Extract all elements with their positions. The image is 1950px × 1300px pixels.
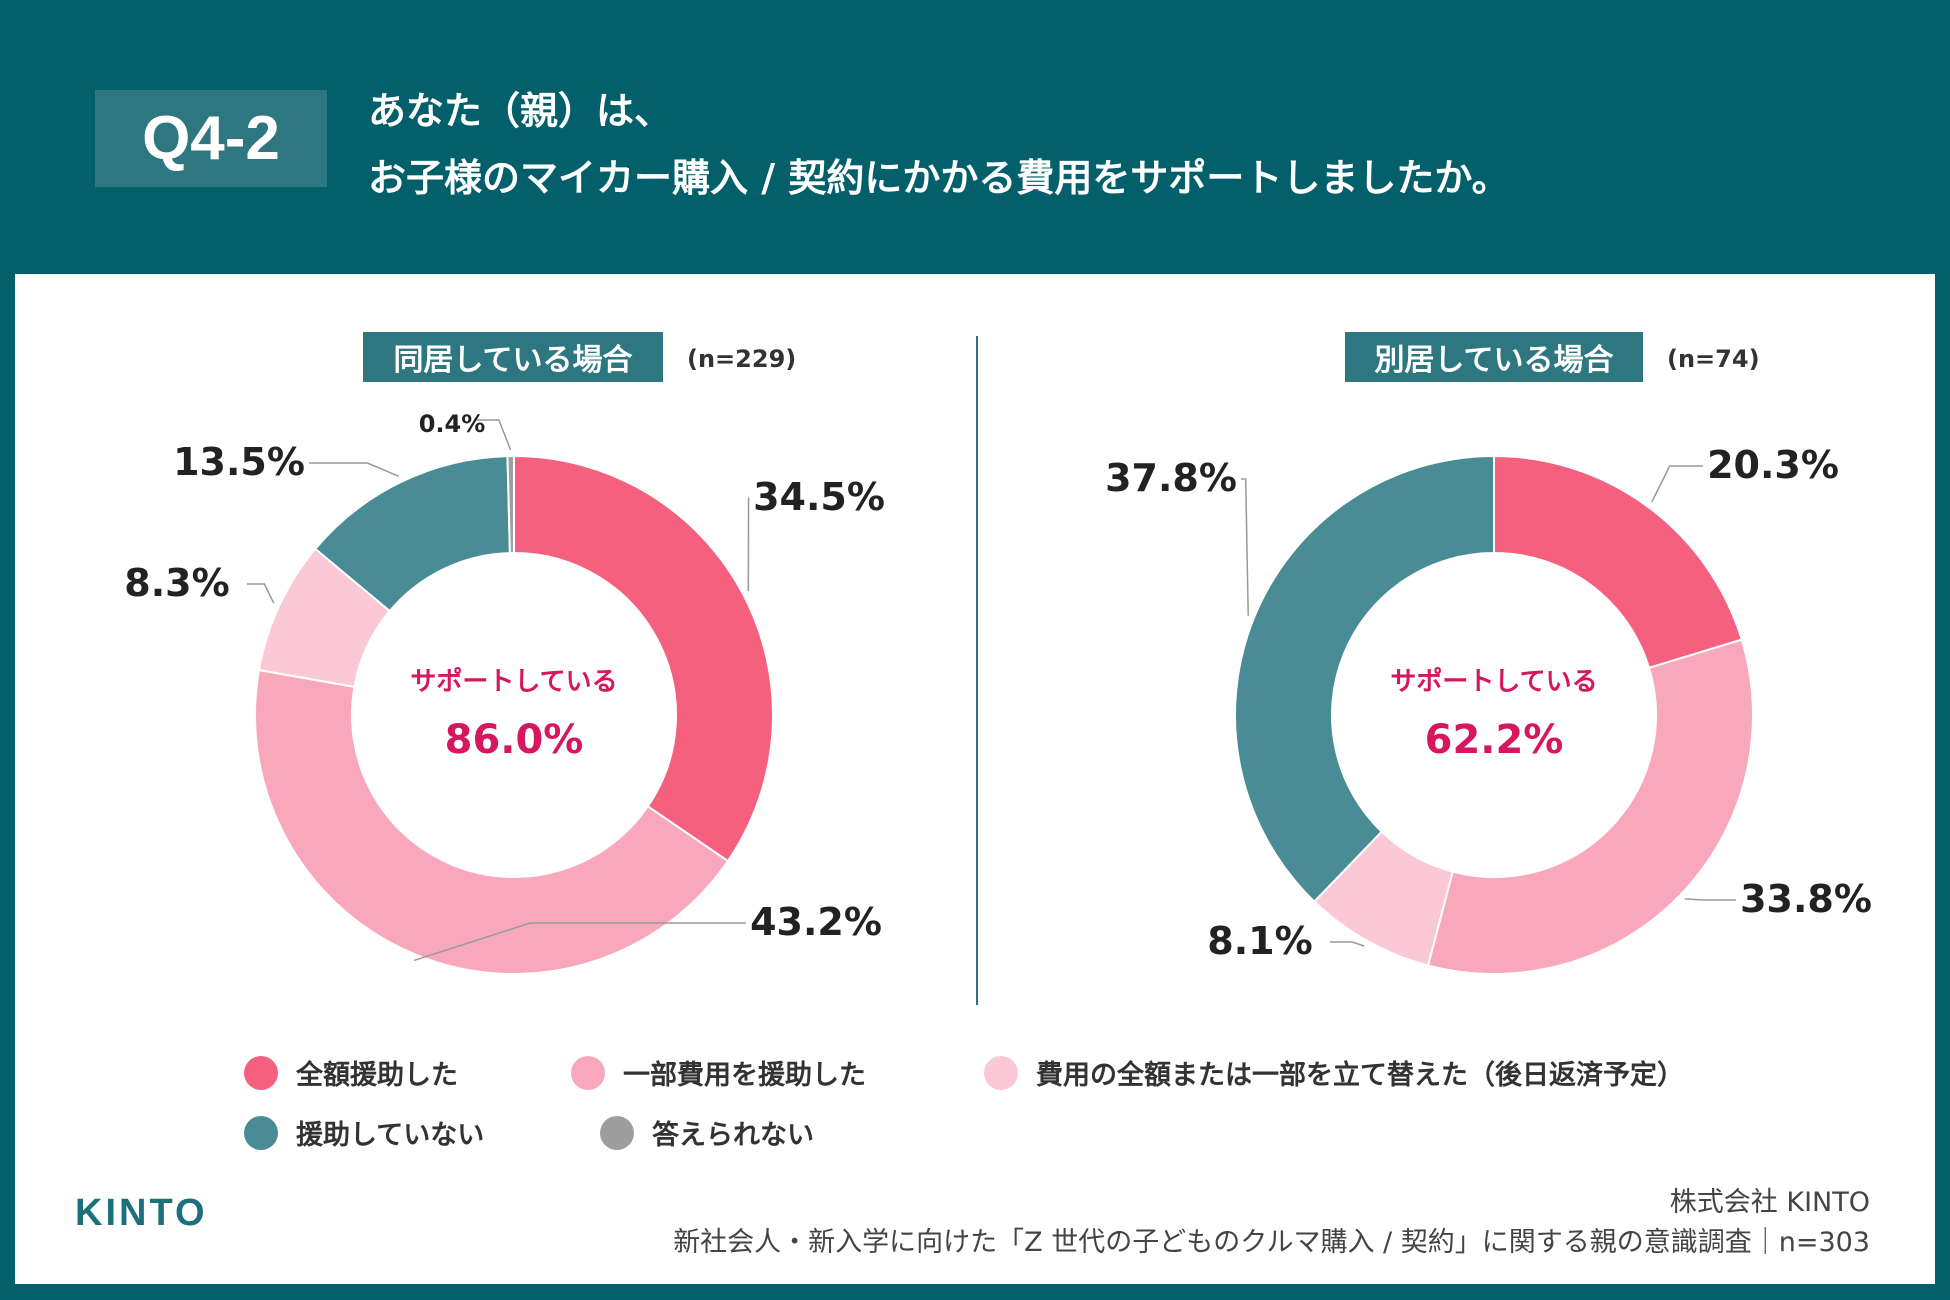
donut-slice xyxy=(254,668,730,975)
legend-swatch xyxy=(244,1115,278,1150)
center-label: サポートしている xyxy=(1390,666,1597,697)
n-label-separate: (n=74) xyxy=(1667,345,1760,373)
chart-title-cohabiting: 同居している場合 xyxy=(363,332,663,382)
donut-slice xyxy=(1234,454,1495,903)
title-line-1: あなた（親）は、 xyxy=(368,89,673,133)
leader-line xyxy=(247,583,275,604)
slice-label: 8.3% xyxy=(124,561,229,605)
slice-label: 20.3% xyxy=(1707,443,1839,487)
center-value: 86.0% xyxy=(445,717,584,763)
leader-line xyxy=(309,462,400,478)
leader-line xyxy=(1684,898,1736,901)
question-number: Q4-2 xyxy=(95,90,327,187)
slice-label: 34.5% xyxy=(753,475,885,519)
slice-label: 13.5% xyxy=(173,440,305,484)
slice-label: 8.1% xyxy=(1207,919,1312,963)
legend-swatch xyxy=(984,1055,1018,1090)
center-label: サポートしている xyxy=(410,666,617,697)
slice-label: 37.8% xyxy=(1105,456,1237,500)
leader-line xyxy=(413,922,746,962)
donut-slice xyxy=(1493,454,1744,670)
n-label-cohabiting: (n=229) xyxy=(687,345,797,373)
title-line-2: お子様のマイカー購入 / 契約にかかる費用をサポートしましたか。 xyxy=(368,156,1510,200)
leader-line xyxy=(1330,941,1365,947)
legend-item-partial: 一部費用を援助した xyxy=(571,1053,866,1092)
donut-slice xyxy=(513,454,774,863)
legend-swatch xyxy=(571,1055,605,1090)
legend-item-no-answer: 答えられない xyxy=(600,1113,814,1152)
legend-item-full: 全額援助した xyxy=(244,1053,458,1092)
leader-line xyxy=(1651,465,1703,503)
legend-item-advance: 費用の全額または一部を立て替えた（後日返済予定） xyxy=(984,1053,1684,1092)
leader-line xyxy=(1241,478,1249,616)
legend-item-none: 援助していない xyxy=(244,1113,484,1152)
footer-survey: 新社会人・新入学に向けた「Z 世代の子どものクルマ購入 / 契約」に関する親の意… xyxy=(673,1227,1870,1258)
legend-swatch xyxy=(244,1055,278,1090)
leader-line xyxy=(747,497,750,592)
slice-label: 43.2% xyxy=(750,900,882,944)
footer-company: 株式会社 KINTO xyxy=(1669,1187,1870,1218)
kinto-logo: KINTO xyxy=(75,1192,208,1234)
legend-swatch xyxy=(600,1115,634,1150)
slice-label: 33.8% xyxy=(1740,877,1872,921)
donut-slice xyxy=(1426,638,1754,975)
chart-title-separate: 別居している場合 xyxy=(1345,332,1643,382)
center-value: 62.2% xyxy=(1425,717,1564,763)
donut-slice xyxy=(506,454,515,555)
leader-line xyxy=(477,419,512,451)
slice-label: 0.4% xyxy=(419,410,486,438)
